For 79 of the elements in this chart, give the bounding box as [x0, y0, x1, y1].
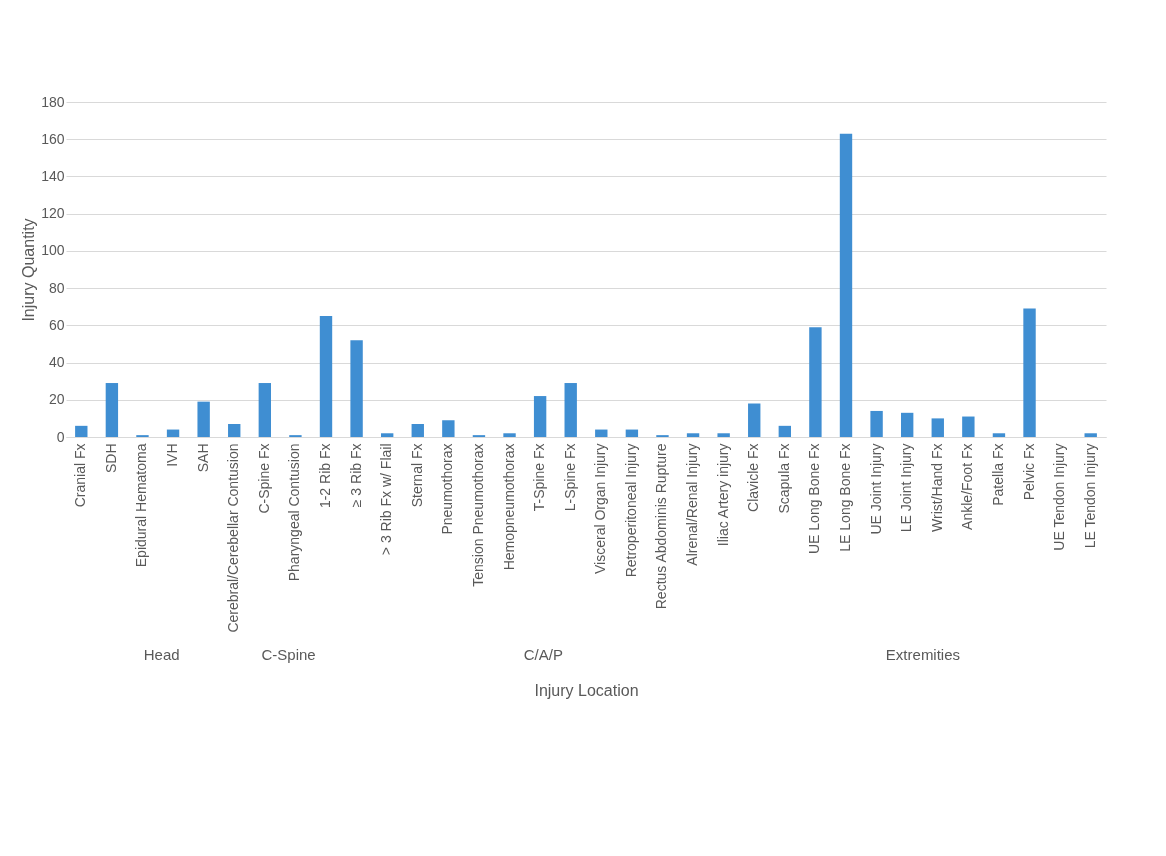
y-tick-label: 0: [56, 428, 65, 445]
x-tick-label: IVH: [164, 443, 181, 467]
x-tick-label: Pelvic Fx: [1020, 443, 1037, 501]
x-tick-label: T-Spine Fx: [531, 443, 548, 512]
x-tick-label: LE Tendon Injury: [1081, 443, 1098, 549]
bar: [625, 429, 639, 437]
bar: [931, 418, 944, 437]
x-tick-label: Pneumothorax: [439, 443, 456, 535]
x-tick-label: Clavicle Fx: [745, 443, 762, 512]
x-tick-label: 1-2 Rib Fx: [317, 443, 333, 509]
x-tick-label: Cranial Fx: [72, 443, 89, 508]
bar: [992, 433, 1006, 437]
bar: [442, 420, 455, 437]
x-tick-label: Patella Fx: [989, 443, 1006, 506]
bar: [503, 433, 516, 437]
x-tick-label: Cerebral/Cerebellar Contusion: [225, 443, 242, 633]
x-tick-label: Tension Pneumothorax: [469, 443, 486, 587]
bar: [75, 425, 88, 437]
x-tick-label: LE Joint Injury: [898, 443, 915, 533]
bar: [809, 327, 822, 437]
x-tick-label: Wrist/Hand Fx: [928, 443, 945, 532]
text: C-Spine: [261, 646, 316, 663]
x-tick-label: Epidural Hematoma: [133, 443, 150, 568]
y-tick-label: 60: [48, 316, 65, 333]
y-tick-label: 20: [48, 391, 65, 408]
text: Extremities: [885, 646, 961, 663]
x-tick-label: > 3 Rib Fx w/ Flail: [378, 443, 395, 556]
bar: [748, 403, 761, 437]
x-tick-label: SAH: [194, 443, 211, 473]
x-tick-label: Hemopneumothorax: [500, 443, 517, 571]
x-tick-label: UE Long Bone Fx: [806, 443, 823, 555]
x-tick-label: Sternal Fx: [408, 443, 425, 508]
bar: [1084, 433, 1097, 437]
bar: [1023, 308, 1036, 437]
y-tick-label: 120: [41, 205, 65, 222]
y-tick-label: 180: [41, 93, 65, 110]
x-tick-label: C-Spine Fx: [255, 443, 272, 514]
x-tick-label: Iliac Artery injury: [714, 443, 731, 547]
bar: [870, 410, 883, 437]
x-tick-label: Alrenal/Renal Injury: [684, 443, 701, 566]
bar: [166, 429, 180, 437]
bar: [411, 423, 424, 437]
bar: [197, 401, 210, 437]
x-tick-label: SDH: [102, 443, 119, 474]
x-tick-label: Rectus Abdominis Rupture: [653, 443, 670, 610]
x-tick-label: ≥ 3 Rib Fx: [347, 443, 364, 508]
bar: [900, 412, 914, 437]
x-tick-label: Pharyngeal Contusion: [286, 443, 303, 582]
bar: [564, 383, 577, 437]
bar: [319, 316, 333, 437]
x-tick-label: LE Long Bone Fx: [837, 443, 853, 552]
y-tick-label: 140: [41, 167, 65, 184]
text: C/A/P: [523, 646, 563, 663]
bar: [778, 425, 792, 437]
bar: [228, 423, 241, 437]
x-tick-label: Retroperitoneal Injury: [622, 443, 639, 578]
bar: [962, 416, 975, 437]
text: Head: [143, 646, 180, 663]
y-tick-label: 100: [41, 242, 65, 259]
bar: [839, 133, 853, 437]
x-tick-label: L-Spine Fx: [561, 443, 578, 512]
bar: [595, 429, 608, 437]
bar: [105, 383, 119, 437]
x-tick-label: UE Tendon Injury: [1051, 443, 1068, 551]
x-axis-title: Injury Location: [534, 681, 639, 699]
bar: [686, 433, 700, 437]
bar: [717, 433, 730, 437]
bar: [350, 340, 363, 437]
x-tick-label: UE Joint Injury: [867, 443, 884, 535]
y-tick-label: 80: [48, 279, 65, 296]
y-axis-title: Injury Quantity: [20, 218, 38, 322]
y-tick-label: 160: [41, 130, 65, 147]
y-tick-label: 40: [48, 354, 65, 371]
x-tick-label: Scapula Fx: [775, 443, 792, 514]
bar: [380, 433, 394, 437]
bar: [258, 383, 272, 437]
x-tick-label: Ankle/Foot Fx: [959, 443, 976, 530]
x-tick-label: Visceral Organ Injury: [592, 443, 609, 574]
bar: [533, 396, 547, 437]
